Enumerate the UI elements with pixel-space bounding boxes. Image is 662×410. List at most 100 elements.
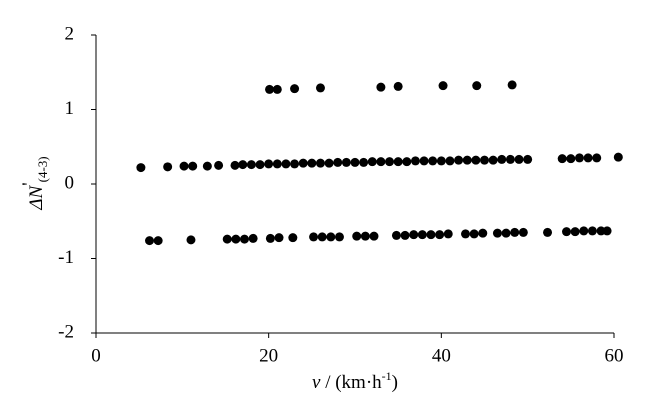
point bbox=[214, 160, 224, 170]
point bbox=[352, 231, 362, 241]
x-title-part: v bbox=[312, 372, 321, 393]
point bbox=[239, 234, 249, 244]
point bbox=[523, 154, 533, 164]
y-title-part: ΔN bbox=[26, 184, 47, 210]
point bbox=[231, 234, 241, 244]
point bbox=[145, 236, 155, 246]
point bbox=[570, 227, 580, 237]
point bbox=[290, 84, 300, 94]
point bbox=[543, 227, 553, 237]
point bbox=[230, 160, 240, 170]
point bbox=[265, 233, 275, 243]
point bbox=[400, 230, 410, 240]
point bbox=[324, 158, 334, 168]
x-title-part: -1 bbox=[382, 369, 392, 383]
point bbox=[402, 157, 412, 167]
point bbox=[562, 227, 572, 237]
x-tick-label: 0 bbox=[91, 345, 101, 366]
point bbox=[179, 161, 189, 171]
point bbox=[419, 156, 429, 166]
point bbox=[574, 153, 584, 163]
point bbox=[438, 81, 448, 91]
point bbox=[391, 230, 401, 240]
point bbox=[333, 157, 343, 167]
point bbox=[309, 232, 319, 242]
point bbox=[350, 157, 360, 167]
point bbox=[288, 233, 298, 243]
point bbox=[359, 157, 369, 167]
point bbox=[507, 80, 517, 90]
point bbox=[443, 229, 453, 239]
x-tick-label: 40 bbox=[432, 345, 451, 366]
point bbox=[583, 153, 593, 163]
point bbox=[188, 161, 198, 171]
point bbox=[417, 230, 427, 240]
point bbox=[393, 81, 403, 91]
point bbox=[505, 154, 515, 164]
point bbox=[238, 160, 248, 170]
point bbox=[341, 157, 351, 167]
x-title-part: / (km·h bbox=[320, 372, 382, 393]
y-title-part: (4-3) bbox=[35, 156, 50, 182]
point bbox=[246, 160, 256, 170]
point bbox=[186, 235, 196, 245]
point bbox=[376, 157, 386, 167]
point bbox=[202, 161, 212, 171]
point bbox=[454, 155, 464, 165]
point bbox=[510, 227, 520, 237]
x-axis-title: v / (km·h-1) bbox=[312, 369, 398, 394]
point bbox=[255, 160, 265, 170]
point bbox=[367, 157, 377, 167]
x-title-part: ) bbox=[392, 372, 398, 393]
point bbox=[409, 230, 419, 240]
point bbox=[272, 159, 282, 169]
point bbox=[435, 230, 445, 240]
point bbox=[153, 236, 163, 246]
point bbox=[514, 154, 524, 164]
point bbox=[369, 231, 379, 241]
point bbox=[428, 156, 438, 166]
point bbox=[290, 159, 300, 169]
y-axis-title: ΔN'(4-3) bbox=[19, 156, 50, 210]
point bbox=[136, 163, 146, 173]
point bbox=[163, 162, 173, 172]
point bbox=[360, 231, 370, 241]
y-tick-label: 1 bbox=[65, 98, 75, 119]
point bbox=[478, 228, 488, 238]
point bbox=[497, 154, 507, 164]
point bbox=[393, 157, 403, 167]
point bbox=[436, 156, 446, 166]
y-tick-label: -1 bbox=[58, 247, 74, 268]
y-title-part: ' bbox=[19, 182, 40, 185]
point bbox=[326, 232, 336, 242]
point bbox=[315, 158, 325, 168]
point bbox=[265, 84, 275, 94]
point bbox=[471, 155, 481, 165]
point bbox=[602, 226, 612, 236]
point bbox=[334, 232, 344, 242]
point bbox=[264, 159, 274, 169]
point bbox=[445, 156, 455, 166]
point bbox=[469, 229, 479, 239]
point bbox=[298, 158, 308, 168]
point bbox=[480, 155, 489, 165]
point bbox=[587, 226, 597, 236]
point bbox=[518, 227, 528, 237]
y-tick-label: 2 bbox=[65, 23, 75, 44]
x-tick-label: 60 bbox=[605, 345, 624, 366]
point bbox=[461, 229, 471, 239]
y-tick-label: -2 bbox=[58, 321, 74, 342]
point bbox=[248, 233, 258, 243]
point bbox=[410, 156, 420, 166]
point bbox=[472, 81, 482, 91]
x-tick-label: 20 bbox=[259, 345, 278, 366]
point bbox=[222, 234, 232, 244]
point bbox=[317, 232, 327, 242]
y-tick-label: 0 bbox=[65, 172, 75, 193]
point bbox=[462, 155, 472, 165]
point bbox=[501, 228, 511, 238]
point bbox=[492, 228, 502, 238]
point bbox=[426, 230, 436, 240]
